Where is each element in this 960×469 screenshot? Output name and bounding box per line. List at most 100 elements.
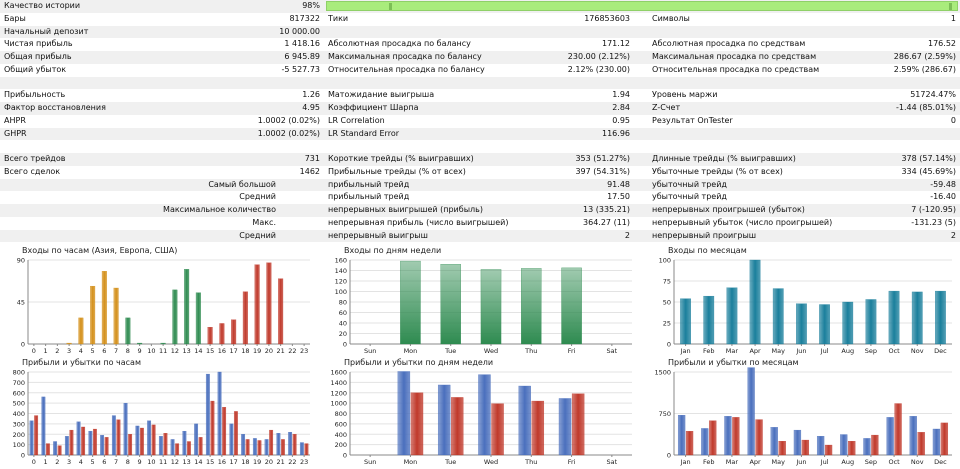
quality-tick <box>389 3 392 10</box>
bar <box>90 285 96 345</box>
profit-bar <box>701 428 709 456</box>
loss-bar <box>198 437 203 456</box>
stats-row: GHPR 1.0002 (0.02%) LR Standard Error 116.9… <box>0 127 960 141</box>
x-tick-label: 1 <box>44 347 48 355</box>
bar <box>137 342 143 345</box>
loss-bar <box>824 444 833 456</box>
profit-bar <box>288 432 293 456</box>
chart-entries-by-hour: Входы по часам (Азия, Европа, США) 0 45 90… <box>0 246 318 358</box>
stat-label: Максимальная просадка по средствам <box>652 52 817 61</box>
stat-label: Коэффициент Шарпа <box>328 103 419 112</box>
y-tick-label: 50 <box>663 299 671 307</box>
stats-row: Всего трейдов 731 Короткие трейды (% выигр… <box>0 153 960 166</box>
stat-label: Тики <box>328 13 349 23</box>
stat-label: Максимальное количество <box>163 205 276 214</box>
stat-value: 0.95 <box>612 115 630 125</box>
y-tick-label: 200 <box>335 441 347 449</box>
stat-value: 2 <box>950 230 956 240</box>
profit-bar <box>724 416 732 456</box>
x-tick-label: Apr <box>749 347 761 355</box>
loss-bar <box>732 417 740 456</box>
y-tick-label: 25 <box>663 320 671 328</box>
y-tick-label: 160 <box>335 257 347 265</box>
loss-bar <box>801 439 810 456</box>
stats-row: AHPR 1.0002 (0.02%) LR Correlation 0.95 Резу… <box>0 115 960 128</box>
bar <box>278 278 284 345</box>
x-tick-label: Nov <box>911 347 924 355</box>
x-tick-label: Tue <box>444 458 456 466</box>
stat-value: 397 (54.31%) <box>575 166 630 176</box>
x-tick-label: 10 <box>147 458 155 466</box>
x-tick-label: Mar <box>726 347 739 355</box>
loss-bar <box>210 400 215 456</box>
x-tick-label: Sun <box>364 347 376 355</box>
profit-bar <box>264 439 269 456</box>
stat-value: 1 418.16 <box>284 39 320 49</box>
loss-bar <box>410 392 424 456</box>
stat-label: LR Standard Error <box>328 128 399 138</box>
stat-value: 334 (45.69%) <box>901 166 956 176</box>
loss-bar <box>104 437 109 456</box>
x-tick-label: Apr <box>749 458 761 466</box>
x-tick-label: 13 <box>182 458 190 466</box>
chart-title: Входы по дням недели <box>344 246 442 255</box>
stat-value: 1462 <box>299 166 320 176</box>
bar <box>254 264 260 345</box>
x-tick-label: 21 <box>276 347 284 355</box>
y-tick-label: 0 <box>21 452 25 460</box>
x-tick-label: Jan <box>680 347 691 355</box>
stat-label: Средний <box>239 230 276 240</box>
loss-bar <box>531 400 545 456</box>
stat-label: LR Correlation <box>328 115 385 125</box>
loss-bar <box>280 439 285 456</box>
stat-value: 4.95 <box>302 103 320 112</box>
bar <box>865 299 877 345</box>
loss-bar <box>92 428 97 456</box>
stats-row <box>0 140 960 153</box>
x-tick-label: Thu <box>524 347 537 355</box>
x-tick-label: Jun <box>795 347 806 355</box>
x-tick-label: Sat <box>607 347 618 355</box>
x-tick-label: 0 <box>32 458 36 466</box>
stat-value: -1.44 (85.01%) <box>896 103 956 112</box>
y-tick-label: 0 <box>667 341 671 349</box>
x-tick-label: Sun <box>364 458 376 466</box>
profit-bar <box>41 396 46 456</box>
chart-title: Прибыли и убытки по месяцам <box>668 358 799 367</box>
loss-bar <box>45 443 50 456</box>
profit-bar <box>886 417 894 456</box>
y-tick-label: 75 <box>663 278 671 286</box>
stat-label: Макс. <box>252 217 276 227</box>
profit-bar <box>478 374 491 456</box>
chart-pl-by-weekday: Прибыли и убытки по дням недели 0 200 400 6… <box>322 358 640 469</box>
loss-bar <box>186 441 191 456</box>
bar <box>78 317 84 345</box>
stat-value: 10 000.00 <box>279 26 320 36</box>
stat-value: 230.00 (2.12%) <box>567 52 630 61</box>
stat-value: 286.67 (2.59%) <box>893 52 956 61</box>
stat-label: Относительная просадка по средствам <box>652 64 820 74</box>
y-tick-label: 1200 <box>330 389 347 397</box>
profit-bar <box>747 367 755 456</box>
x-tick-label: 17 <box>229 458 237 466</box>
bar <box>911 291 923 345</box>
stats-row: Максимальное количество непрерывных выигр… <box>0 204 960 217</box>
y-tick-label: 200 <box>13 431 25 439</box>
x-tick-label: Sat <box>607 458 618 466</box>
bar <box>703 295 715 345</box>
x-tick-label: 16 <box>218 347 226 355</box>
x-tick-label: 1 <box>44 458 48 466</box>
stat-value: 378 (57.14%) <box>901 154 956 163</box>
stat-value: 1.0002 (0.02%) <box>257 128 320 138</box>
y-tick-label: 1000 <box>330 400 347 408</box>
stat-label: Абсолютная просадка по балансу <box>328 39 471 49</box>
x-tick-label: Fri <box>568 458 576 466</box>
stat-value: -131.23 (5) <box>911 217 956 227</box>
y-tick-label: 0 <box>21 341 25 349</box>
x-tick-label: May <box>772 458 786 466</box>
bar <box>819 304 830 345</box>
chart-pl-by-hour: Прибыли и убытки по часам 0 100 200 300 400 5… <box>0 358 318 469</box>
x-tick-label: 18 <box>241 347 249 355</box>
x-tick-label: 18 <box>241 458 249 466</box>
bar <box>101 271 107 345</box>
